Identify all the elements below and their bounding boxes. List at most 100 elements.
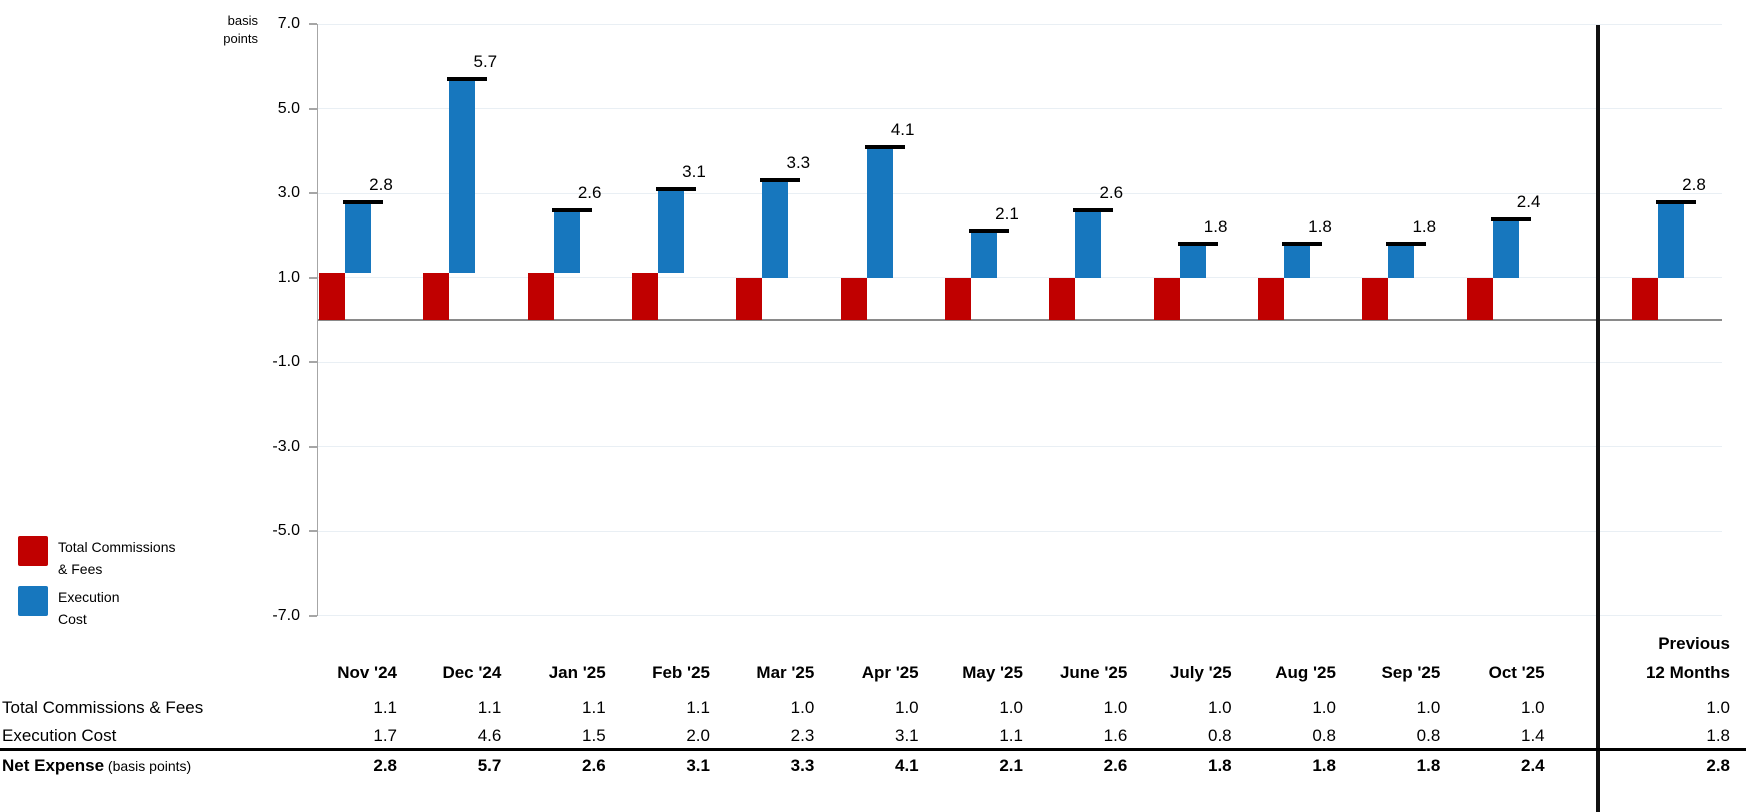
bar-execution-Mar '25 (762, 180, 789, 278)
cell-net-expense: 5.7 (477, 756, 502, 775)
table-header-month: Mar '25 (756, 663, 815, 682)
net-expense-value-label-June '25: 2.6 (1099, 183, 1124, 203)
y-tick-label: 1.0 (277, 268, 300, 286)
cell-commissions: 1.0 (1416, 698, 1441, 717)
gridline--3.0 (317, 446, 1722, 448)
cell-execution: 1.6 (1103, 726, 1128, 745)
bar-execution-Dec '24 (449, 78, 476, 274)
y-tick-7.0 (309, 23, 317, 25)
table-header-month: June '25 (1059, 663, 1128, 682)
net-expense-cap-Jan '25 (551, 208, 592, 213)
cell-commissions: 1.0 (1706, 698, 1730, 717)
cell-commissions: 1.0 (790, 698, 815, 717)
cell-net-expense: 1.8 (1207, 756, 1232, 775)
cell-execution: 4.6 (477, 726, 502, 745)
cell-net-expense: 3.1 (686, 756, 710, 775)
net-expense-value-label-Sep '25: 1.8 (1412, 216, 1437, 236)
cell-execution: 0.8 (1312, 726, 1336, 745)
legend-label-line: & Fees (58, 561, 103, 577)
net-expense-value-label-Previous 12 Months: 2.8 (1682, 174, 1706, 194)
y-tick-5.0 (309, 107, 317, 110)
bar-execution-Sep '25 (1388, 243, 1415, 278)
table-total-rule (0, 748, 1746, 751)
cell-commissions: 1.1 (373, 698, 397, 717)
gridline--5.0 (317, 530, 1722, 532)
execution-swatch-icon (18, 586, 48, 616)
table-row-label-execution: Execution Cost (2, 726, 117, 745)
y-tick--7.0 (309, 614, 317, 617)
net-expense-value-label-Aug '25: 1.8 (1308, 216, 1332, 236)
bar-commissions-June '25 (1049, 277, 1076, 320)
y-tick-label: -1.0 (272, 353, 300, 371)
net-expense-cap-Aug '25 (1281, 241, 1322, 246)
cell-execution: 3.1 (895, 726, 919, 745)
y-tick-label: 7.0 (277, 15, 300, 32)
gridline-7.0 (317, 23, 1722, 25)
net-expense-cap-July '25 (1177, 241, 1218, 246)
table-row-label-commissions: Total Commissions & Fees (2, 698, 204, 717)
legend-label-line: Total Commissions (58, 539, 176, 555)
bar-commissions-July '25 (1153, 277, 1180, 320)
cell-commissions: 1.1 (686, 698, 710, 717)
gridline--7.0 (317, 615, 1722, 617)
bar-execution-May '25 (970, 231, 997, 278)
bar-commissions-Feb '25 (631, 273, 658, 320)
net-expense-cap-Dec '24 (447, 76, 488, 81)
bar-commissions-Dec '24 (423, 273, 450, 320)
table-header-month: Sep '25 (1381, 663, 1441, 682)
net-expense-unit-label: (basis points) (104, 758, 192, 774)
bar-execution-Previous 12 Months (1658, 201, 1684, 278)
y-tick-3.0 (309, 192, 317, 195)
net-expense-value-label-May '25: 2.1 (995, 204, 1019, 224)
cell-commissions: 1.0 (1207, 698, 1232, 717)
cell-commissions: 1.0 (1312, 698, 1336, 717)
bar-execution-June '25 (1075, 210, 1102, 278)
cell-commissions: 1.1 (477, 698, 502, 717)
table-header-month: Aug '25 (1275, 663, 1336, 682)
cell-commissions: 1.0 (895, 698, 919, 717)
net-expense-cap-June '25 (1073, 208, 1114, 213)
previous-period-separator-line (1596, 25, 1600, 812)
legend-item-execution-cost: Execution Cost (18, 586, 119, 630)
net-expense-value-label-Jan '25: 2.6 (577, 183, 602, 203)
y-tick--5.0 (309, 530, 317, 533)
gridline-5.0 (317, 108, 1722, 110)
cell-execution: 0.8 (1416, 726, 1441, 745)
net-expense-value-label-Oct '25: 2.4 (1516, 191, 1541, 211)
legend-label-line: Cost (58, 611, 87, 627)
cell-execution: 1.7 (373, 726, 397, 745)
legend-label-line: Execution (58, 589, 120, 605)
y-tick--3.0 (309, 445, 317, 448)
table-header-previous-line1: Previous (1658, 634, 1730, 653)
net-expense-cap-May '25 (968, 229, 1009, 234)
cell-execution: 0.8 (1207, 726, 1232, 745)
bar-execution-Feb '25 (657, 188, 684, 274)
net-expense-value-label-Feb '25: 3.1 (682, 161, 706, 181)
cell-net-expense: 3.3 (790, 756, 815, 775)
gridline-1.0 (317, 277, 1722, 279)
cell-net-expense: 2.8 (373, 756, 397, 775)
cell-net-expense: 1.8 (1416, 756, 1441, 775)
cell-net-expense: 1.8 (1312, 756, 1336, 775)
x-axis-zero-line (317, 319, 1722, 321)
y-tick-label: -5.0 (272, 522, 300, 540)
cell-net-expense: 2.8 (1706, 756, 1730, 775)
bar-execution-Apr '25 (866, 146, 893, 278)
net-expense-cap-Apr '25 (864, 144, 905, 149)
net-expense-value-label-Mar '25: 3.3 (786, 153, 811, 173)
y-tick--1.0 (309, 361, 317, 364)
cell-commissions: 1.0 (1520, 698, 1545, 717)
net-expense-value-label-July '25: 1.8 (1203, 216, 1228, 236)
bar-execution-Nov '24 (345, 201, 371, 274)
table-header-month: Nov '24 (337, 663, 397, 682)
table-header-month: Jan '25 (548, 663, 606, 682)
y-tick-1.0 (309, 276, 317, 279)
net-expense-cap-Feb '25 (655, 186, 696, 191)
cell-execution: 1.4 (1520, 726, 1545, 745)
table-header-month: May '25 (962, 663, 1023, 682)
bar-commissions-Previous 12 Months (1632, 277, 1658, 320)
bar-commissions-May '25 (944, 277, 971, 320)
